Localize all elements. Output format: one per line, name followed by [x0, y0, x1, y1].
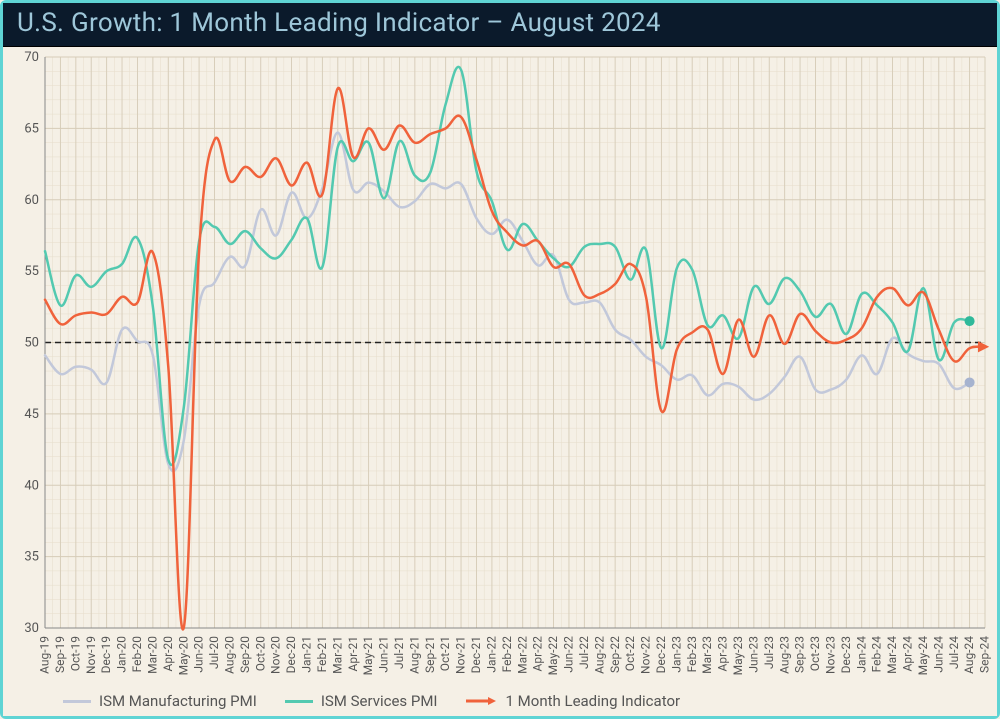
svg-text:Feb-21: Feb-21 [315, 636, 329, 672]
legend-swatch [63, 700, 91, 703]
svg-text:70: 70 [24, 50, 39, 65]
svg-text:Aug-21: Aug-21 [407, 636, 421, 674]
svg-text:Mar-21: Mar-21 [330, 636, 344, 674]
svg-text:30: 30 [24, 621, 39, 636]
svg-text:Jan-20: Jan-20 [115, 635, 129, 672]
svg-text:Jun-22: Jun-22 [562, 635, 576, 672]
svg-text:May-22: May-22 [546, 635, 560, 675]
svg-text:Jul-24: Jul-24 [947, 635, 961, 668]
svg-text:Mar-23: Mar-23 [700, 636, 714, 674]
svg-text:Jan-21: Jan-21 [300, 636, 314, 673]
svg-text:Feb-24: Feb-24 [870, 635, 884, 672]
svg-text:May-24: May-24 [916, 635, 930, 675]
svg-text:50: 50 [24, 335, 39, 350]
legend-swatch [466, 695, 498, 707]
svg-text:Nov-21: Nov-21 [454, 636, 468, 674]
svg-text:Dec-19: Dec-19 [99, 636, 113, 673]
svg-text:Jul-21: Jul-21 [392, 636, 406, 669]
svg-text:Apr-21: Apr-21 [346, 636, 360, 671]
svg-text:45: 45 [24, 406, 39, 421]
svg-text:60: 60 [24, 192, 39, 207]
legend: ISM Manufacturing PMI ISM Services PMI 1 M… [63, 692, 680, 710]
svg-text:55: 55 [24, 264, 39, 279]
svg-text:Jun-20: Jun-20 [192, 635, 206, 672]
svg-text:Apr-24: Apr-24 [901, 635, 915, 671]
svg-text:Nov-22: Nov-22 [639, 635, 653, 673]
svg-text:Aug-20: Aug-20 [223, 635, 237, 673]
legend-item: 1 Month Leading Indicator [466, 692, 681, 710]
legend-swatch [285, 700, 313, 703]
svg-text:Nov-19: Nov-19 [84, 636, 98, 674]
svg-text:65: 65 [24, 121, 39, 136]
svg-text:Mar-24: Mar-24 [885, 635, 899, 673]
svg-text:Jan-22: Jan-22 [484, 635, 498, 672]
svg-text:35: 35 [24, 549, 39, 564]
svg-text:40: 40 [24, 478, 39, 493]
svg-text:Jul-22: Jul-22 [577, 635, 591, 668]
svg-text:Jun-23: Jun-23 [746, 636, 760, 673]
legend-label: ISM Manufacturing PMI [99, 692, 257, 710]
svg-text:Mar-22: Mar-22 [515, 635, 529, 673]
svg-text:Oct-19: Oct-19 [68, 636, 82, 671]
svg-text:Jan-23: Jan-23 [669, 636, 683, 673]
svg-text:Aug-22: Aug-22 [592, 635, 606, 673]
svg-text:Oct-20: Oct-20 [253, 635, 267, 671]
chart-frame: U.S. Growth: 1 Month Leading Indicator –… [0, 0, 1000, 719]
svg-text:Feb-22: Feb-22 [500, 635, 514, 672]
chart-title: U.S. Growth: 1 Month Leading Indicator –… [3, 3, 997, 47]
svg-text:Oct-21: Oct-21 [438, 636, 452, 671]
legend-label: ISM Services PMI [321, 692, 438, 710]
svg-text:Sep-21: Sep-21 [423, 636, 437, 673]
svg-text:Sep-23: Sep-23 [793, 636, 807, 673]
svg-text:Apr-22: Apr-22 [531, 635, 545, 671]
svg-text:May-21: May-21 [361, 636, 375, 675]
svg-text:Jun-24: Jun-24 [931, 635, 945, 672]
legend-item: ISM Manufacturing PMI [63, 692, 257, 710]
svg-text:Aug-24: Aug-24 [962, 635, 976, 673]
svg-text:Sep-19: Sep-19 [53, 636, 67, 673]
svg-text:Jul-20: Jul-20 [207, 635, 221, 668]
svg-text:Apr-23: Apr-23 [716, 636, 730, 671]
plot-area: 303540455055606570Aug-19Sep-19Oct-19Nov-… [3, 47, 997, 716]
svg-text:Jul-23: Jul-23 [762, 636, 776, 669]
svg-text:May-20: May-20 [176, 635, 190, 675]
svg-text:Oct-23: Oct-23 [808, 636, 822, 671]
svg-text:Sep-20: Sep-20 [238, 635, 252, 672]
svg-text:Mar-20: Mar-20 [145, 635, 159, 673]
svg-text:Dec-20: Dec-20 [284, 635, 298, 673]
svg-text:Nov-20: Nov-20 [269, 635, 283, 673]
legend-item: ISM Services PMI [285, 692, 438, 710]
svg-text:Aug-23: Aug-23 [777, 636, 791, 674]
svg-text:Feb-20: Feb-20 [130, 635, 144, 672]
svg-text:Sep-24: Sep-24 [978, 635, 992, 672]
svg-text:Aug-19: Aug-19 [38, 636, 52, 674]
svg-text:Apr-20: Apr-20 [161, 635, 175, 671]
svg-text:May-23: May-23 [731, 636, 745, 675]
legend-label: 1 Month Leading Indicator [506, 692, 681, 710]
svg-text:Nov-23: Nov-23 [824, 636, 838, 674]
svg-text:Dec-22: Dec-22 [654, 635, 668, 673]
svg-text:Feb-23: Feb-23 [685, 636, 699, 672]
svg-text:Oct-22: Oct-22 [623, 635, 637, 671]
svg-text:Dec-23: Dec-23 [839, 636, 853, 673]
svg-text:Jan-24: Jan-24 [854, 635, 868, 672]
svg-text:Dec-21: Dec-21 [469, 636, 483, 673]
svg-text:Jun-21: Jun-21 [377, 636, 391, 673]
svg-text:Sep-22: Sep-22 [608, 635, 622, 672]
line-chart-svg: 303540455055606570Aug-19Sep-19Oct-19Nov-… [3, 47, 997, 716]
